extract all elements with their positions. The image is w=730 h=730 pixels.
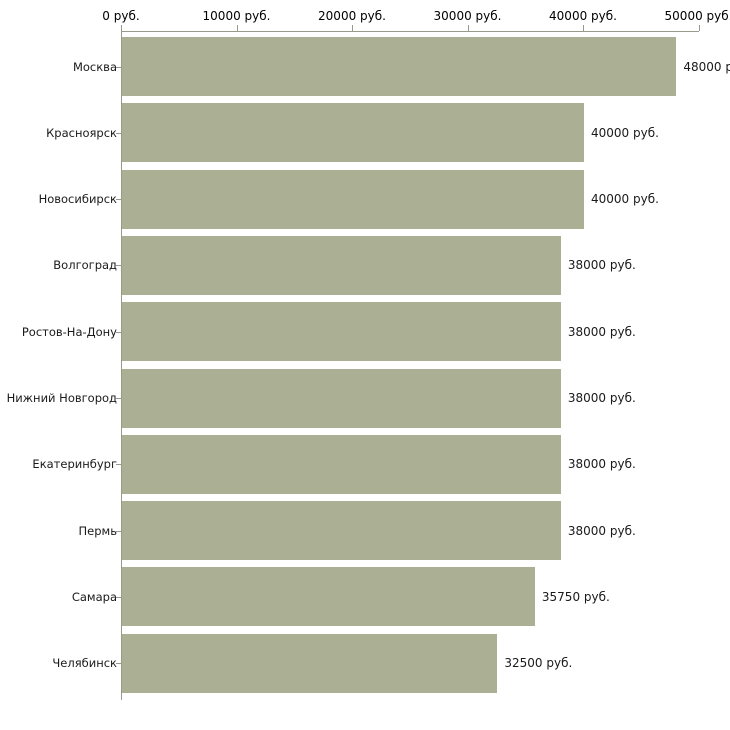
- category-label: Самара: [71, 589, 117, 604]
- bar[interactable]: [122, 37, 677, 96]
- bar[interactable]: [122, 368, 561, 428]
- y-axis-tick: [116, 199, 121, 201]
- bar[interactable]: [122, 302, 561, 362]
- x-axis-tick-label: 0 руб.: [102, 9, 140, 23]
- y-axis-line: [121, 31, 122, 700]
- category-label: Новосибирск: [38, 192, 117, 207]
- x-axis-line: [121, 31, 699, 32]
- x-axis-tick-label: 10000 руб.: [202, 9, 271, 23]
- category-label: Ростов-На-Дону: [21, 324, 117, 339]
- y-axis-tick: [116, 265, 121, 267]
- y-axis-tick: [116, 331, 121, 333]
- bar[interactable]: [122, 501, 561, 561]
- category-label: Пермь: [78, 523, 117, 538]
- y-axis-tick: [116, 132, 121, 134]
- category-label: Красноярск: [46, 125, 117, 140]
- bar-value-label: 38000 руб.: [567, 391, 636, 405]
- bar[interactable]: [122, 169, 584, 229]
- bar-value-label: 35750 руб.: [541, 589, 610, 604]
- category-label: Челябинск: [52, 656, 117, 671]
- x-axis-tick: [467, 25, 469, 31]
- y-axis-tick: [116, 66, 121, 68]
- x-axis-tick-label: 20000 руб.: [318, 9, 386, 23]
- bar[interactable]: [122, 235, 561, 295]
- y-axis-tick: [116, 530, 121, 532]
- x-axis-tick: [583, 25, 584, 31]
- x-axis-tick: [352, 25, 353, 31]
- bar-value-label: 38000 руб.: [567, 324, 636, 339]
- x-axis-tick: [698, 25, 700, 31]
- bar-value-label: 32500 руб.: [504, 656, 573, 671]
- category-label: Нижний Новгород: [6, 391, 117, 405]
- bar-value-label: 38000 руб.: [567, 258, 636, 273]
- bar[interactable]: [122, 434, 561, 494]
- x-axis-tick-label: 30000 руб.: [433, 9, 502, 23]
- bar-value-label: 38000 руб.: [567, 457, 636, 472]
- category-label: Волгоград: [53, 258, 117, 273]
- bar[interactable]: [122, 633, 498, 693]
- x-axis-tick: [236, 25, 238, 31]
- category-label: Москва: [72, 59, 117, 74]
- bar[interactable]: [122, 103, 584, 163]
- y-axis-tick: [116, 398, 121, 399]
- bar-value-label: 40000 руб.: [591, 192, 659, 207]
- x-axis-tick-label: 50000 руб.: [664, 9, 730, 23]
- category-label: Екатеринбург: [32, 457, 117, 472]
- bar-value-label: 40000 руб.: [591, 125, 659, 140]
- bar[interactable]: [122, 567, 535, 627]
- y-axis-tick: [116, 464, 121, 466]
- bar-value-label: 48000 руб.: [683, 59, 730, 74]
- y-axis-tick: [116, 663, 121, 665]
- y-axis-tick: [116, 596, 121, 598]
- bar-value-label: 38000 руб.: [567, 523, 636, 538]
- x-axis-tick-label: 40000 руб.: [549, 9, 617, 23]
- x-axis-tick: [121, 25, 122, 31]
